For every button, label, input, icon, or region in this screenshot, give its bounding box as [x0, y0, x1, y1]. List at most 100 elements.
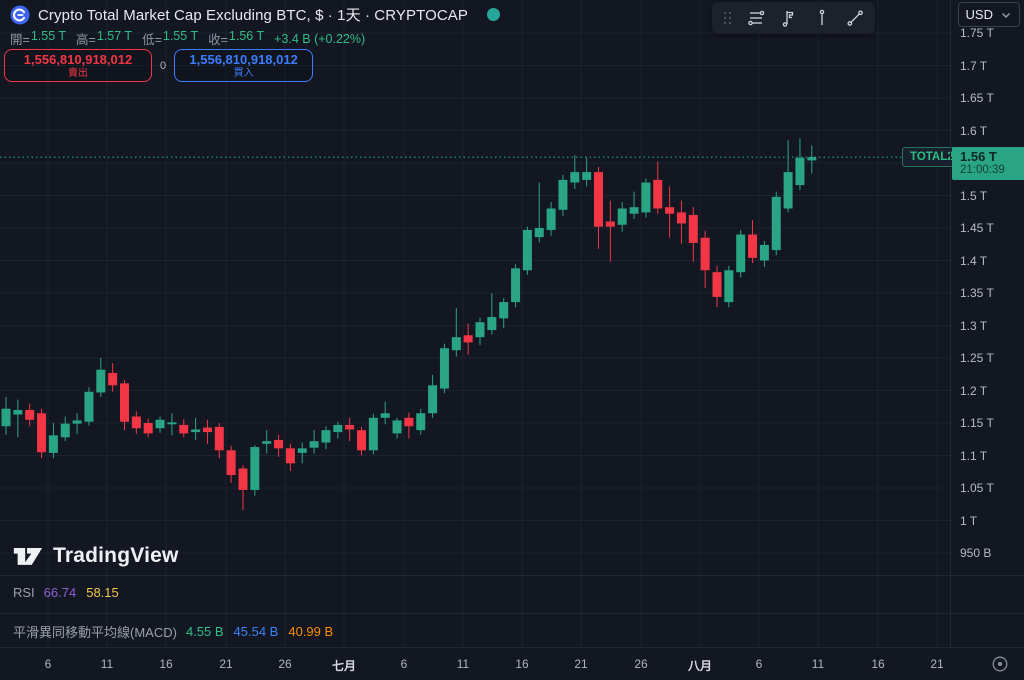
- candle: [795, 138, 805, 191]
- candle: [345, 417, 355, 442]
- macd-label: 平滑異同移動平均線(MACD): [13, 625, 177, 640]
- change-value: +3.4 B (+0.22%): [274, 31, 366, 46]
- time-axis-tick: 七月: [331, 659, 357, 673]
- candle: [736, 229, 746, 278]
- time-axis-tick: 26: [278, 657, 292, 671]
- price-axis-label: 1.5 T: [960, 188, 988, 203]
- lines-with-points-tool-icon[interactable]: [746, 8, 766, 28]
- time-axis-tick: 16: [871, 657, 885, 671]
- candle: [202, 419, 212, 444]
- candle: [534, 182, 544, 243]
- sell-button[interactable]: 1,556,810,918,012 賣出: [4, 49, 152, 82]
- cryptocap-logo-icon: [10, 5, 30, 24]
- high-label: 高=: [76, 33, 96, 47]
- time-axis-tick: 八月: [687, 659, 713, 673]
- pane-divider[interactable]: [0, 575, 1024, 576]
- candle: [641, 178, 651, 218]
- candle: [333, 421, 343, 439]
- indicator-value: 58.15: [86, 585, 119, 600]
- price-axis-label: 1.25 T: [960, 351, 994, 365]
- price-line-symbol-label: TOTAL2: [902, 147, 962, 167]
- candle: [1, 397, 11, 435]
- candle: [665, 186, 675, 238]
- candle: [759, 241, 769, 267]
- price-axis-label: 1.35 T: [960, 286, 994, 300]
- time-axis-tick: 6: [755, 657, 763, 671]
- price-axis-label: 1.15 T: [960, 416, 994, 430]
- candle: [274, 434, 284, 457]
- market-open-dot[interactable]: [487, 8, 501, 21]
- indicator-value: 4.55 B: [185, 624, 224, 639]
- candle: [416, 408, 426, 435]
- candle: [676, 200, 686, 244]
- macd-values: 4.55 B 45.54 B 40.99 B: [186, 624, 343, 639]
- candle: [594, 166, 603, 249]
- tradingview-watermark: TradingView: [12, 542, 179, 569]
- price-axis-label: 1.7 T: [960, 58, 988, 73]
- open-label: 開=: [10, 33, 30, 47]
- time-axis-tick: 6: [400, 657, 408, 671]
- candle: [238, 465, 248, 511]
- vertical-line-tool-icon[interactable]: [812, 8, 832, 28]
- last-price-badge: 1.56 T 21:00:39: [952, 147, 1024, 180]
- toolbar-drag-handle-icon[interactable]: [722, 10, 733, 26]
- rsi-values: 66.74 58.15: [44, 585, 129, 600]
- candle: [143, 418, 153, 438]
- candle: [392, 417, 402, 439]
- price-axis-label: 1.75 T: [960, 26, 994, 40]
- candle: [546, 202, 556, 236]
- candle: [84, 387, 94, 426]
- candle: [368, 413, 378, 455]
- tradingview-logo-icon: [13, 547, 43, 565]
- candle: [131, 411, 141, 435]
- time-axis[interactable]: 6 11 16 21 26 七月 6 11 16 21 26 八月 6 11 16 21: [0, 647, 1024, 680]
- macd-pane-legend[interactable]: 平滑異同移動平均線(MACD) 4.55 B 45.54 B 40.99 B: [13, 622, 343, 641]
- candle: [48, 423, 58, 459]
- sell-value: 1,556,810,918,012: [23, 51, 133, 67]
- candle: [155, 416, 165, 433]
- time-axis-tick: 21: [219, 657, 233, 671]
- high-value: 1.57 T: [96, 29, 133, 43]
- symbol-header: Crypto Total Market Cap Excluding BTC, $…: [10, 4, 501, 25]
- close-value: 1.56 T: [228, 29, 265, 43]
- low-label: 低=: [142, 33, 162, 47]
- candle: [404, 412, 414, 439]
- candle: [108, 363, 118, 392]
- candle: [605, 200, 615, 262]
- open-value: 1.55 T: [30, 29, 67, 43]
- price-axis-label: 1.2 T: [960, 383, 988, 398]
- trend-line-tool-icon[interactable]: [845, 8, 865, 28]
- candle: [357, 426, 366, 456]
- buy-button[interactable]: 1,556,810,918,012 買入: [174, 49, 314, 82]
- candle: [499, 298, 509, 329]
- chevron-down-icon: [1002, 12, 1010, 18]
- price-axis-label: 950 B: [960, 546, 992, 560]
- candle: [179, 419, 189, 438]
- candle: [487, 293, 497, 335]
- pane-divider[interactable]: [0, 613, 1024, 614]
- candle: [558, 174, 568, 217]
- candle: [214, 423, 224, 459]
- candle: [771, 191, 781, 256]
- candle: [120, 380, 129, 431]
- candle: [226, 445, 236, 483]
- candle: [522, 226, 532, 275]
- timezone-settings-icon[interactable]: [990, 654, 1010, 674]
- time-axis-tick: 16: [159, 657, 173, 671]
- candle: [309, 430, 319, 454]
- chart-pane[interactable]: [0, 0, 950, 648]
- rsi-pane-legend[interactable]: RSI 66.74 58.15: [13, 585, 129, 600]
- close-label: 收=: [208, 33, 228, 47]
- floating-drawing-toolbar: [712, 2, 875, 34]
- candle: [297, 442, 307, 464]
- price-axis[interactable]: 1.56 T 21:00:39 1.75 T 1.7 T 1.65 T 1.6 T 1.…: [950, 0, 1024, 648]
- order-panel: 1,556,810,918,012 賣出 0 1,556,810,918,012…: [4, 49, 314, 82]
- candle: [167, 413, 177, 436]
- candle: [37, 408, 47, 459]
- currency-dropdown[interactable]: USD: [957, 2, 1020, 27]
- candle: [700, 230, 710, 288]
- price-axis-label: 1.6 T: [960, 123, 988, 138]
- time-axis-tick: 11: [811, 657, 825, 671]
- signpost-tool-icon[interactable]: [779, 8, 799, 28]
- candle: [96, 358, 106, 397]
